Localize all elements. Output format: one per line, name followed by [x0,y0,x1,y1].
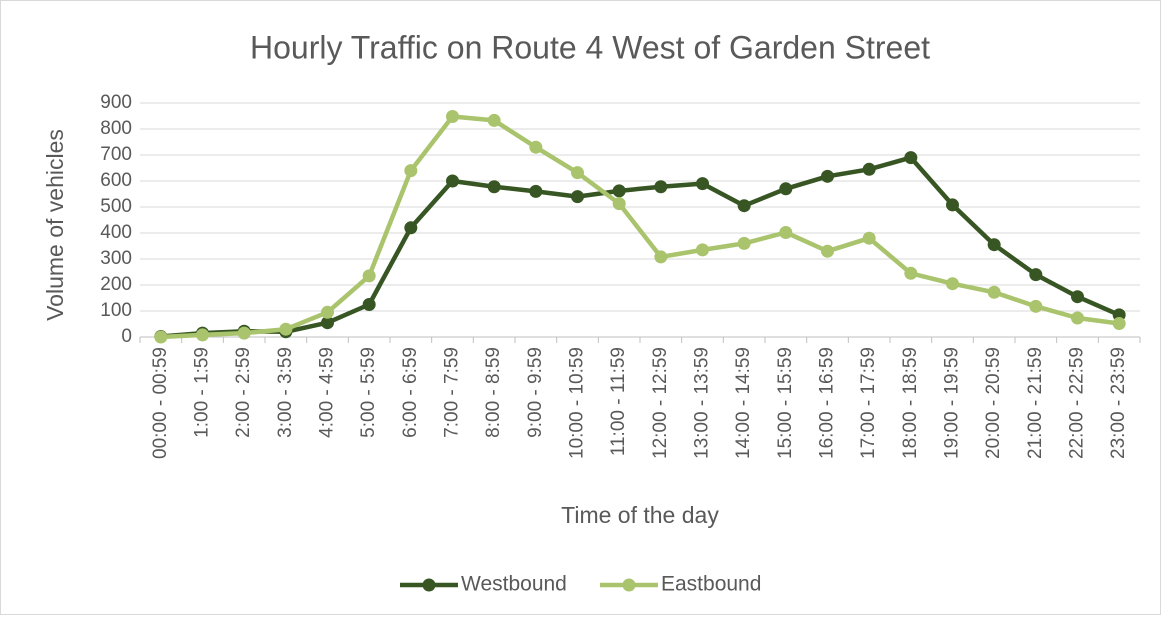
data-point [779,225,793,239]
series-line [160,114,1120,340]
data-point [1029,268,1043,282]
data-point [404,164,418,178]
data-point [196,328,209,342]
data-point [904,266,918,280]
x-tick-label: 3:00 - 3:59 [275,347,296,438]
data-point [1071,290,1084,304]
data-point [946,198,959,212]
x-tick-label: 14:00 - 14:59 [733,347,754,459]
y-tick-label: 100 [100,300,132,321]
data-point [279,322,293,336]
data-point [1071,311,1084,325]
data-point [362,298,376,311]
y-tick-label: 800 [100,118,132,139]
data-point [487,113,501,127]
data-point [362,269,376,283]
x-tick-label: 17:00 - 17:59 [858,347,879,459]
x-tick-label: 22:00 - 22:59 [1067,347,1088,459]
y-tick-label: 900 [100,92,132,113]
data-point [654,250,668,264]
data-point [987,285,1001,299]
x-axis-label: Time of the day [561,502,719,528]
data-point [696,243,709,257]
y-tick-label: 600 [100,170,132,191]
data-point [404,221,418,235]
x-tick-label: 18:00 - 18:59 [900,347,921,459]
data-point [487,180,501,194]
x-tick-label: 16:00 - 16:59 [817,347,838,459]
x-tick-label: 19:00 - 19:59 [942,347,963,459]
data-point [612,197,626,211]
data-point [654,180,668,194]
legend-marker [422,578,436,592]
y-axis-label: Volume of vehicles [42,129,68,321]
data-point [571,166,584,180]
y-tick-label: 0 [121,326,132,347]
y-tick-label: 400 [100,222,132,243]
y-tick-label: 500 [100,196,132,217]
x-tick-label: 2:00 - 2:59 [233,347,254,438]
data-point [946,277,959,291]
x-tick-label: 1:00 - 1:59 [192,347,213,438]
data-point [779,182,793,196]
data-point [446,174,459,188]
x-tick-label: 4:00 - 4:59 [317,347,338,438]
x-tick-label: 7:00 - 7:59 [442,347,463,438]
x-tick-label: 11:00 - 11:59 [608,347,629,456]
data-point [696,177,709,191]
data-point [154,330,168,344]
data-point [821,244,834,258]
x-tick-label: 8:00 - 8:59 [483,347,504,438]
series-line [160,155,1121,339]
legend-label: Westbound [461,573,567,596]
data-point [737,236,751,250]
x-tick-label: 6:00 - 6:59 [400,347,421,438]
chart-title: Hourly Traffic on Route 4 West of Garden… [250,29,930,65]
data-point [737,199,751,213]
data-point [237,326,251,340]
x-tick-label: 21:00 - 21:59 [1025,347,1046,459]
x-tick-label: 12:00 - 12:59 [650,347,671,459]
data-point [1112,316,1126,330]
data-point [321,305,334,319]
x-tick-label: 15:00 - 15:59 [775,347,796,459]
data-point [821,169,834,183]
data-point [862,231,876,245]
y-tick-label: 200 [100,274,132,295]
x-tick-label: 20:00 - 20:59 [983,347,1004,459]
y-tick-label: 300 [100,248,132,269]
y-tick-label: 700 [100,144,132,165]
x-tick-label: 10:00 - 10:59 [567,347,588,459]
x-tick-label: 13:00 - 13:59 [692,347,713,459]
x-tick-label: 5:00 - 5:59 [358,347,379,438]
data-point [862,162,876,176]
data-point [529,184,543,198]
data-point [612,184,626,198]
data-point [321,316,334,330]
x-tick-label: 9:00 - 9:59 [525,347,546,438]
data-point [571,190,584,204]
x-tick-label: 00:00 - 00:59 [150,347,171,459]
data-point [1029,299,1043,313]
data-point [904,151,918,165]
legend-label: Eastbound [661,573,761,596]
legend-marker [622,578,636,592]
x-tick-label: 23:00 - 23:59 [1108,347,1129,459]
data-point [446,110,459,124]
data-point [529,140,543,154]
data-point [987,238,1001,252]
